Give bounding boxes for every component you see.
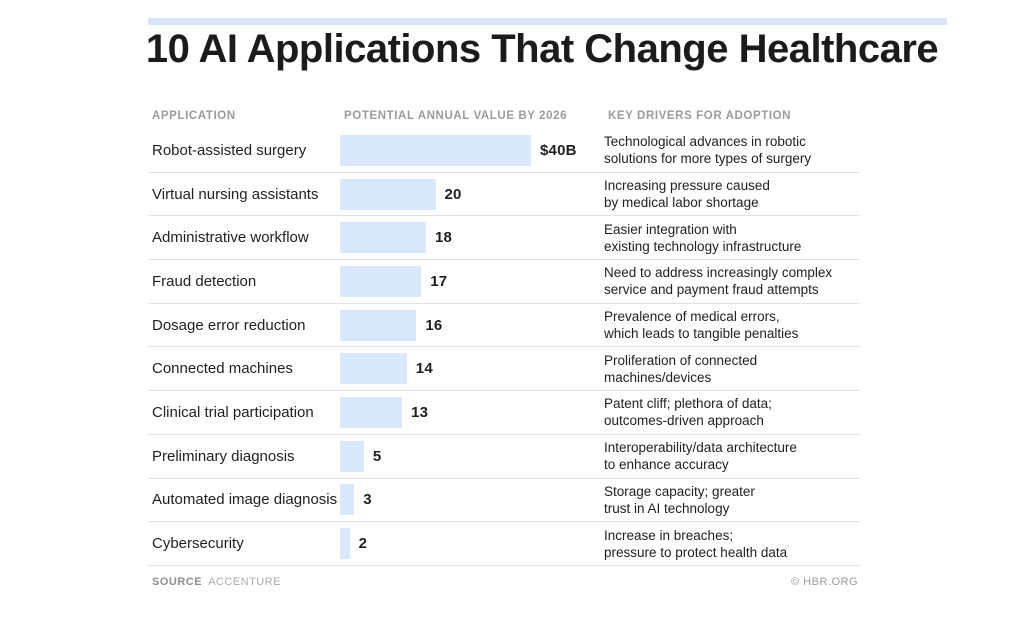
- value-bar: [340, 440, 364, 472]
- page-title: 10 AI Applications That Change Healthcar…: [145, 27, 939, 71]
- application-label: Dosage error reduction: [152, 316, 306, 334]
- application-label: Clinical trial participation: [152, 403, 314, 421]
- value-cell: 5: [340, 440, 604, 472]
- value-cell: $40B: [340, 134, 604, 166]
- bar-chart-table: APPLICATION POTENTIAL ANNUAL VALUE BY 20…: [148, 103, 860, 588]
- table-row: Cybersecurity 2 Increase in breaches; pr…: [148, 522, 860, 566]
- value-cell: 18: [340, 222, 604, 254]
- table-row: Administrative workflow 18 Easier integr…: [148, 216, 860, 261]
- application-label: Virtual nursing assistants: [152, 185, 319, 203]
- source-value: ACCENTURE: [208, 575, 282, 588]
- value-bar: [340, 528, 350, 560]
- value-label: 16: [425, 316, 443, 334]
- value-label: 3: [363, 491, 372, 509]
- table-row: Preliminary diagnosis 5 Interoperability…: [148, 435, 860, 479]
- publisher-credit: © HBR.ORG: [791, 575, 858, 588]
- value-bar: [340, 484, 355, 516]
- value-label: 14: [415, 360, 433, 378]
- table-body: Robot-assisted surgery $40B Technologica…: [148, 129, 860, 566]
- application-label: Fraud detection: [152, 272, 257, 290]
- application-label: Connected machines: [152, 360, 293, 378]
- column-header-application: APPLICATION: [152, 110, 236, 122]
- driver-text: Easier integration with existing technol…: [604, 221, 802, 254]
- chart-footer: SOURCE ACCENTURE © HBR.ORG: [148, 566, 860, 588]
- value-cell: 14: [340, 353, 604, 385]
- driver-text: Interoperability/data architecture to en…: [604, 440, 797, 473]
- driver-text: Need to address increasingly complex ser…: [604, 265, 833, 298]
- column-header-drivers: KEY DRIVERS FOR ADOPTION: [608, 110, 792, 122]
- table-row: Robot-assisted surgery $40B Technologica…: [148, 129, 860, 173]
- value-cell: 2: [340, 528, 604, 560]
- value-cell: 13: [340, 396, 604, 428]
- application-label: Preliminary diagnosis: [152, 447, 295, 465]
- value-cell: 20: [340, 178, 604, 210]
- top-accent-strip: [148, 18, 947, 25]
- table-row: Clinical trial participation 13 Patent c…: [148, 391, 860, 435]
- table-row: Automated image diagnosis 3 Storage capa…: [148, 479, 860, 523]
- driver-text: Storage capacity; greater trust in AI te…: [604, 483, 755, 516]
- application-label: Automated image diagnosis: [152, 491, 338, 509]
- value-bar: [340, 134, 531, 166]
- table-row: Fraud detection 17 Need to address incre…: [148, 260, 860, 304]
- driver-text: Increasing pressure caused by medical la…: [604, 178, 770, 211]
- table-row: Dosage error reduction 16 Prevalence of …: [148, 304, 860, 348]
- value-cell: 3: [340, 484, 604, 516]
- value-label: 2: [358, 535, 368, 553]
- source-label: SOURCE: [152, 575, 203, 588]
- value-bar: [340, 265, 422, 297]
- value-bar: [340, 309, 417, 341]
- value-cell: 16: [340, 309, 604, 341]
- value-label: 13: [411, 403, 429, 421]
- application-label: Robot-assisted surgery: [152, 141, 307, 159]
- driver-text: Increase in breaches; pressure to protec…: [604, 527, 788, 560]
- table-row: Connected machines 14 Proliferation of c…: [148, 347, 860, 392]
- table-header-row: APPLICATION POTENTIAL ANNUAL VALUE BY 20…: [148, 103, 860, 129]
- driver-text: Technological advances in robotic soluti…: [604, 134, 812, 167]
- value-label: 5: [372, 447, 382, 465]
- source-credit: SOURCE ACCENTURE: [152, 576, 281, 588]
- application-label: Cybersecurity: [152, 535, 244, 553]
- column-header-value: POTENTIAL ANNUAL VALUE BY 2026: [344, 110, 568, 122]
- value-bar: [340, 396, 403, 428]
- value-label: 18: [435, 229, 453, 247]
- value-label: 17: [430, 272, 448, 290]
- value-label: $40B: [540, 141, 577, 159]
- value-label: 20: [444, 185, 462, 203]
- driver-text: Proliferation of connected machines/devi…: [604, 352, 758, 385]
- table-row: Virtual nursing assistants 20 Increasing…: [148, 173, 860, 217]
- value-bar: [340, 178, 436, 210]
- value-bar: [340, 222, 426, 254]
- value-bar: [340, 353, 407, 385]
- application-label: Administrative workflow: [152, 229, 309, 247]
- driver-text: Prevalence of medical errors, which lead…: [604, 309, 799, 342]
- value-cell: 17: [340, 265, 604, 297]
- driver-text: Patent cliff; plethora of data; outcomes…: [604, 396, 772, 429]
